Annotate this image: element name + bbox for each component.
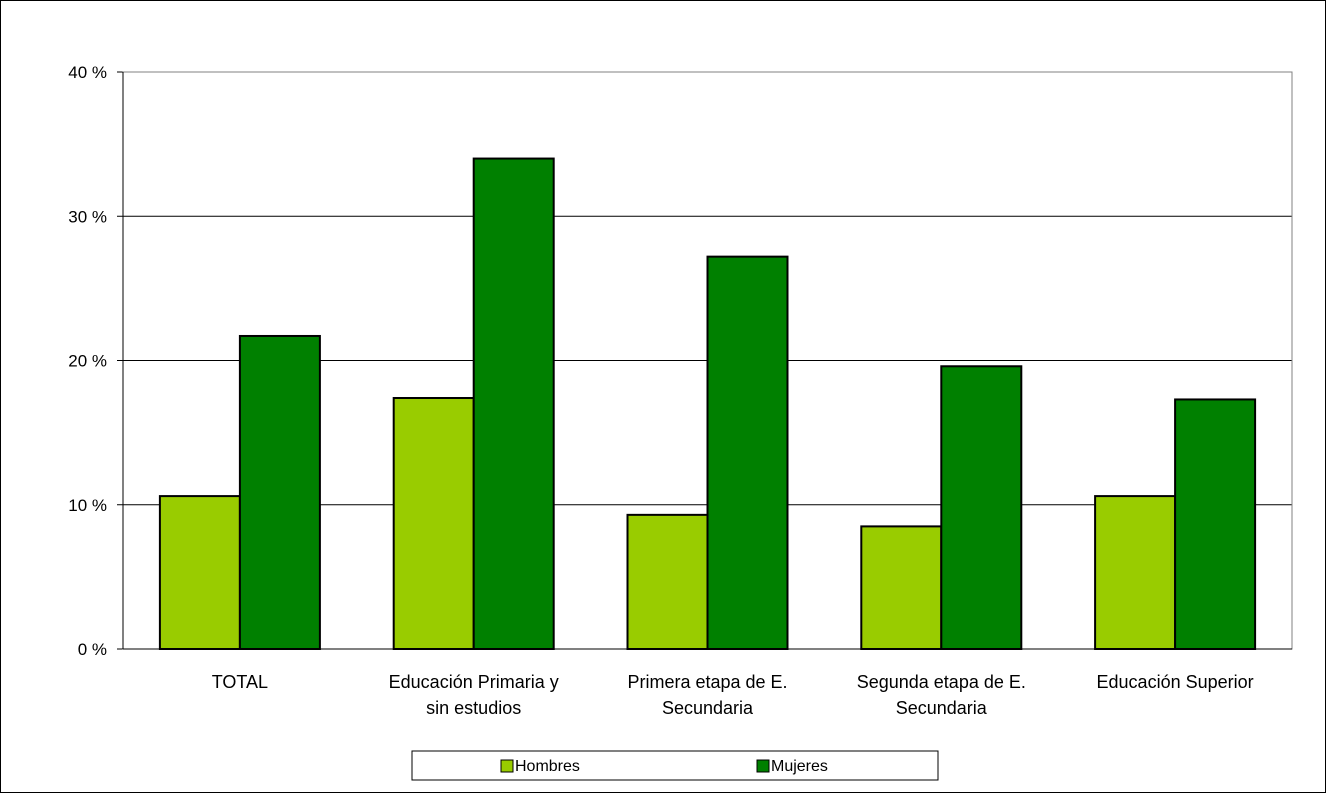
x-tick-label: Secundaria xyxy=(896,698,988,718)
y-tick-label: 10 % xyxy=(68,496,107,515)
legend-label-hombres: Hombres xyxy=(515,758,580,775)
bar-hombres xyxy=(158,495,241,650)
bar-mujeres xyxy=(238,334,321,650)
legend xyxy=(411,750,939,781)
x-tick-label: Segunda etapa de E. xyxy=(857,672,1026,692)
y-tick-label: 30 % xyxy=(68,207,107,226)
x-tick-label: sin estudios xyxy=(426,698,521,718)
bar-hombres xyxy=(860,525,943,651)
legend-swatch-mujeres xyxy=(756,759,770,773)
legend-swatch-hombres xyxy=(500,759,514,773)
x-tick-label: Primera etapa de E. xyxy=(627,672,787,692)
bar-mujeres xyxy=(1174,398,1257,651)
bar-hombres xyxy=(626,513,709,650)
x-tick-label: Secundaria xyxy=(662,698,754,718)
bar-mujeres xyxy=(472,157,555,651)
y-tick-label: 0 % xyxy=(78,640,107,659)
x-tick-label: Educación Superior xyxy=(1097,672,1254,692)
x-tick-label: TOTAL xyxy=(212,672,268,692)
x-tick-label: Educación Primaria y xyxy=(389,672,559,692)
y-tick-label: 20 % xyxy=(68,352,107,371)
legend-label-mujeres: Mujeres xyxy=(771,758,828,775)
y-tick-label: 40 % xyxy=(68,63,107,82)
bar-mujeres xyxy=(940,365,1023,650)
bar-hombres xyxy=(1094,495,1177,650)
bar-mujeres xyxy=(706,255,789,650)
bar-hombres xyxy=(392,397,475,650)
